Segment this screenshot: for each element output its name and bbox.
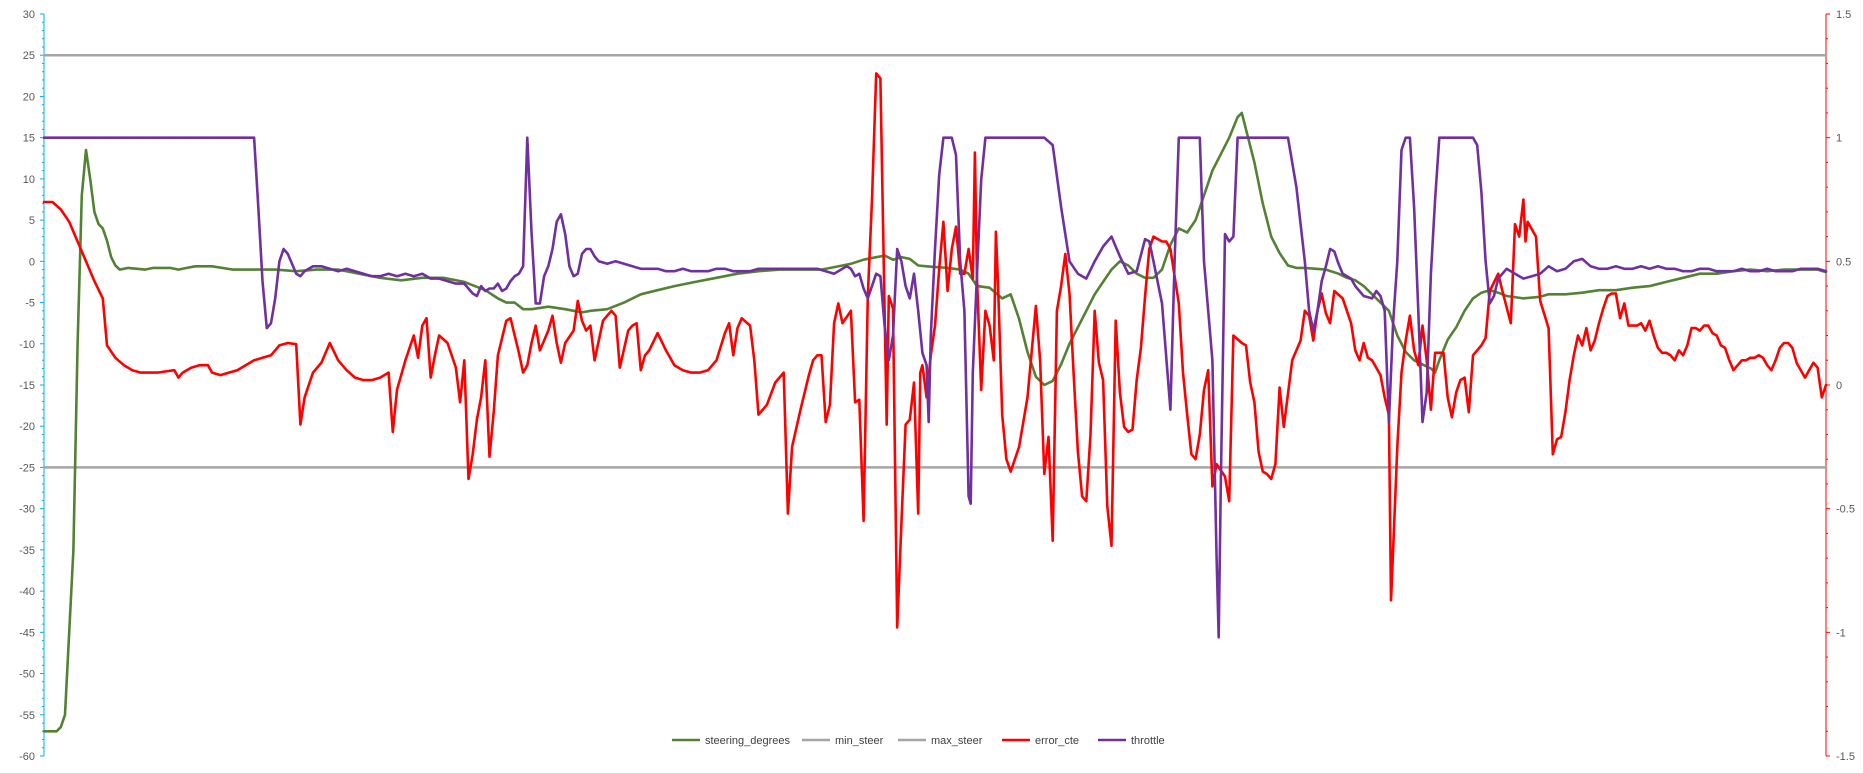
left-axis-tick-label: -30 <box>19 504 35 516</box>
right-axis-tick-label: -1.5 <box>1836 751 1855 763</box>
right-axis-tick-label: 1 <box>1836 133 1842 145</box>
left-axis-tick-label: -60 <box>19 751 35 763</box>
legend-label-throttle: throttle <box>1131 735 1165 747</box>
series-line-error-cte <box>42 72 1828 629</box>
left-axis-tick-label: -45 <box>19 627 35 639</box>
series-line-throttle <box>42 136 1828 639</box>
left-axis-tick-label: -40 <box>19 586 35 598</box>
right-axis-tick-label: 0.5 <box>1836 256 1851 268</box>
left-axis-tick-label: 5 <box>29 215 35 227</box>
left-axis-tick-label: -25 <box>19 462 35 474</box>
left-axis-tick-label: 0 <box>29 256 35 268</box>
right-axis-tick-label: -1 <box>1836 627 1846 639</box>
left-axis-tick-label: -5 <box>25 298 35 310</box>
left-axis-tick-label: -15 <box>19 380 35 392</box>
left-axis-tick-label: -55 <box>19 710 35 722</box>
left-axis-tick-label: 10 <box>23 174 35 186</box>
right-axis-tick-label: 1.5 <box>1836 9 1851 21</box>
left-axis-tick-label: 30 <box>23 9 35 21</box>
legend-label-min-steer: min_steer <box>835 735 884 747</box>
left-axis-tick-label: -20 <box>19 421 35 433</box>
left-axis-tick-label: -50 <box>19 669 35 681</box>
left-axis-tick-label: -35 <box>19 545 35 557</box>
left-axis-tick-label: 25 <box>23 50 35 62</box>
legend-label-steering-degrees: steering_degrees <box>705 735 791 747</box>
left-axis-tick-label: 20 <box>23 91 35 103</box>
right-axis-tick-label: -0.5 <box>1836 504 1855 516</box>
left-axis-tick-label: -10 <box>19 339 35 351</box>
series-line-steering-degrees <box>42 111 1828 733</box>
legend-label-error-cte: error_cte <box>1035 735 1079 747</box>
left-axis-tick-label: 15 <box>23 133 35 145</box>
legend-label-max-steer: max_steer <box>931 735 983 747</box>
right-axis-tick-label: 0 <box>1836 380 1842 392</box>
